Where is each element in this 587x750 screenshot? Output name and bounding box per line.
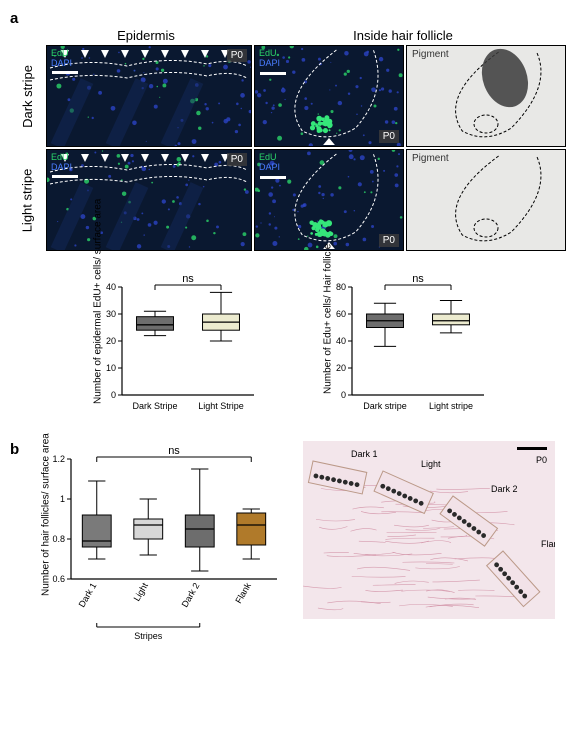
row-label: Light stripe bbox=[20, 168, 35, 232]
chart2-svg: 0 20 40 60 80 Dark stripe Light stripe ns bbox=[320, 269, 490, 419]
svg-text:Dark 1: Dark 1 bbox=[77, 581, 99, 609]
stain-label: EdUDAPI bbox=[259, 49, 280, 69]
svg-text:Dark 2: Dark 2 bbox=[180, 581, 202, 609]
micrograph-follicle-fluor: EdUDAPI P0 bbox=[254, 45, 404, 147]
chart2-ylabel: Number of Edu+ cells/ Hair follicle bbox=[323, 294, 334, 394]
svg-text:0.8: 0.8 bbox=[53, 534, 66, 544]
svg-text:Dark 1: Dark 1 bbox=[351, 449, 378, 459]
pigment-label: Pigment bbox=[412, 153, 449, 164]
svg-text:1: 1 bbox=[60, 494, 65, 504]
svg-text:ns: ns bbox=[412, 273, 424, 285]
svg-text:Dark Stripe: Dark Stripe bbox=[132, 401, 177, 411]
col-header-epidermis: Epidermis bbox=[44, 28, 248, 43]
panel-b: b Number of hair follicles/ surface area… bbox=[10, 441, 577, 641]
svg-text:Dark stripe: Dark stripe bbox=[363, 401, 407, 411]
scalebar bbox=[260, 72, 286, 75]
panel-b-label: b bbox=[10, 441, 19, 458]
micrograph-follicle-fluor: EdUDAPI P0 bbox=[254, 149, 404, 251]
svg-text:0: 0 bbox=[111, 390, 116, 400]
chart-follicle-density: Number of hair follicles/ surface area 0… bbox=[33, 441, 283, 641]
chart-epidermal-edu: Number of epidermal EdU+ cells/ surface … bbox=[90, 269, 260, 419]
micrograph-follicle-pigment: Pigment bbox=[406, 149, 566, 251]
stain-label: EdUDAPI bbox=[51, 49, 72, 69]
histology-svg: Dark 1 Light Dark 2 Flank P0 bbox=[303, 441, 555, 619]
scalebar bbox=[260, 176, 286, 179]
svg-text:ns: ns bbox=[182, 273, 194, 285]
micrograph-row: Dark stripe EdUDAPI P0 EdUDAPI P0 Pigment bbox=[10, 45, 577, 147]
svg-text:Flank: Flank bbox=[541, 539, 555, 549]
micrograph-epidermis: EdUDAPI P0 bbox=[46, 149, 252, 251]
svg-text:Light: Light bbox=[132, 581, 151, 603]
svg-text:Light Stripe: Light Stripe bbox=[198, 401, 244, 411]
svg-text:1.2: 1.2 bbox=[53, 454, 66, 464]
svg-text:0: 0 bbox=[341, 390, 346, 400]
svg-text:ns: ns bbox=[168, 445, 180, 457]
scalebar bbox=[52, 71, 78, 74]
scalebar bbox=[52, 175, 78, 178]
chart3-ylabel: Number of hair follicles/ surface area bbox=[41, 486, 52, 596]
stage-label: P0 bbox=[379, 130, 399, 143]
chart1-ylabel: Number of epidermal EdU+ cells/ surface … bbox=[93, 284, 104, 404]
panel-a-label: a bbox=[10, 10, 18, 27]
micrograph-epidermis: EdUDAPI P0 bbox=[46, 45, 252, 147]
svg-text:Flank: Flank bbox=[233, 581, 253, 605]
svg-text:P0: P0 bbox=[536, 455, 547, 465]
svg-text:30: 30 bbox=[106, 309, 116, 319]
svg-text:40: 40 bbox=[336, 336, 346, 346]
svg-text:20: 20 bbox=[336, 363, 346, 373]
svg-text:0.6: 0.6 bbox=[53, 574, 66, 584]
svg-text:Light: Light bbox=[421, 459, 441, 469]
svg-text:80: 80 bbox=[336, 282, 346, 292]
pigment-label: Pigment bbox=[412, 49, 449, 60]
histology-image: Dark 1 Light Dark 2 Flank P0 bbox=[303, 441, 555, 619]
svg-text:Light stripe: Light stripe bbox=[429, 401, 473, 411]
svg-text:10: 10 bbox=[106, 363, 116, 373]
col-header-follicle: Inside hair follicle bbox=[248, 28, 558, 43]
svg-text:40: 40 bbox=[106, 282, 116, 292]
stain-label: EdUDAPI bbox=[259, 153, 280, 173]
svg-text:Dark 2: Dark 2 bbox=[491, 484, 518, 494]
stage-label: P0 bbox=[227, 49, 247, 62]
row-label: Dark stripe bbox=[20, 65, 35, 128]
stain-label: EdUDAPI bbox=[51, 153, 72, 173]
svg-text:Stripes: Stripes bbox=[134, 631, 163, 641]
panel-a: a Epidermis Inside hair follicle Dark st… bbox=[10, 10, 577, 419]
micrograph-follicle-pigment: Pigment bbox=[406, 45, 566, 147]
chart-follicle-edu: Number of Edu+ cells/ Hair follicle 0 20 4… bbox=[320, 269, 490, 419]
stage-label: P0 bbox=[379, 234, 399, 247]
svg-text:20: 20 bbox=[106, 336, 116, 346]
svg-text:60: 60 bbox=[336, 309, 346, 319]
stage-label: P0 bbox=[227, 153, 247, 166]
chart3-svg: 0.6 0.8 1 1.2 Dark 1 Light Dark 2 Flank ns Stripe… bbox=[33, 441, 283, 641]
chart1-svg: 0 10 20 30 40 Dark Stripe Light Stripe ns bbox=[90, 269, 260, 419]
